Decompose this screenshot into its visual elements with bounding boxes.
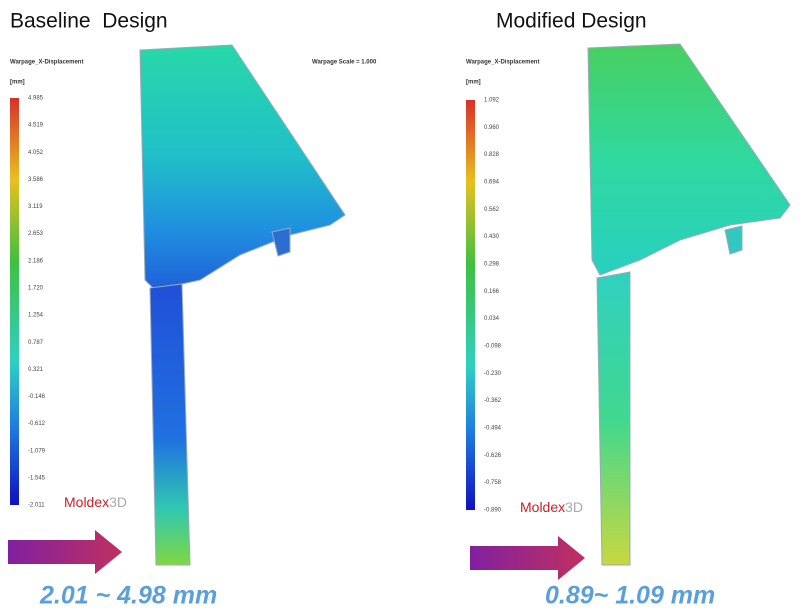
legend-label: -0.494 — [484, 426, 502, 432]
legend-label: -0.758 — [484, 480, 502, 486]
color-bar — [10, 98, 19, 505]
color-bar — [466, 100, 475, 510]
part-fin — [587, 43, 791, 276]
logo: Moldex3D — [520, 499, 583, 515]
caption: 2.01 ~ 4.98 mm — [39, 582, 217, 610]
legend-label: 4.052 — [28, 150, 44, 156]
legend-label: -2.011 — [28, 503, 45, 509]
legend-title: Warpage_X-Displacement — [10, 60, 83, 66]
legend-label: 0.166 — [484, 289, 500, 295]
part-stem — [596, 271, 631, 566]
legend-label: 4.985 — [28, 96, 44, 102]
legend-label: 0.828 — [484, 152, 500, 158]
legend-label: 0.562 — [484, 207, 500, 213]
legend-label: -1.545 — [28, 475, 46, 481]
logo-suffix: 3D — [565, 499, 583, 515]
legend-label: -0.146 — [28, 394, 46, 400]
legend-label: -0.362 — [484, 398, 502, 404]
logo-suffix: 3D — [109, 494, 127, 510]
part-tab — [724, 225, 743, 255]
arrow — [8, 530, 122, 574]
legend-label: 0.034 — [484, 316, 500, 322]
legend-label: -0.098 — [484, 344, 502, 350]
part-stem — [149, 283, 191, 566]
caption: 0.89~ 1.09 mm — [545, 582, 715, 610]
legend-label: 0.694 — [484, 180, 500, 186]
legend-label: -0.890 — [484, 508, 502, 514]
legend-label: -0.230 — [484, 371, 502, 377]
legend-label: -1.079 — [28, 448, 46, 454]
legend-label: 1.720 — [28, 286, 44, 292]
legend-label: -0.626 — [484, 453, 502, 459]
legend-title: Warpage_X-Displacement — [466, 60, 539, 66]
legend-label: 2.186 — [28, 258, 44, 264]
legend-label: 3.119 — [28, 204, 43, 210]
arrow — [470, 536, 585, 580]
legend-label: 1.092 — [484, 98, 500, 104]
legend-label: 0.430 — [484, 234, 500, 240]
legend-label: 0.298 — [484, 262, 500, 268]
legend-ticks: 1.092 0.960 0.828 0.694 0.562 0.430 0.298 0.166… — [484, 98, 502, 514]
logo-name: Moldex — [520, 499, 565, 515]
legend-label: 4.519 — [28, 123, 44, 129]
legend-label: 2.653 — [28, 231, 44, 237]
logo: Moldex3D — [64, 494, 127, 510]
legend-unit: [mm] — [10, 80, 25, 86]
warpage-scale: Warpage Scale = 1.000 — [312, 60, 377, 66]
legend-unit: [mm] — [466, 80, 481, 86]
legend-ticks: 4.985 4.519 4.052 3.586 3.119 2.653 2.186 1.720… — [28, 96, 46, 509]
panel-title: Baseline Design — [10, 10, 168, 33]
legend-label: 0.960 — [484, 125, 500, 131]
legend-label: 3.586 — [28, 177, 44, 183]
part-tab — [271, 227, 291, 257]
part-fin — [139, 44, 346, 291]
panel-title: Modified Design — [496, 10, 647, 33]
legend-label: 0.787 — [28, 340, 44, 346]
legend-label: -0.612 — [28, 421, 46, 427]
legend-label: 1.254 — [28, 313, 44, 319]
logo-name: Moldex — [64, 494, 109, 510]
legend-label: 0.321 — [28, 367, 44, 373]
